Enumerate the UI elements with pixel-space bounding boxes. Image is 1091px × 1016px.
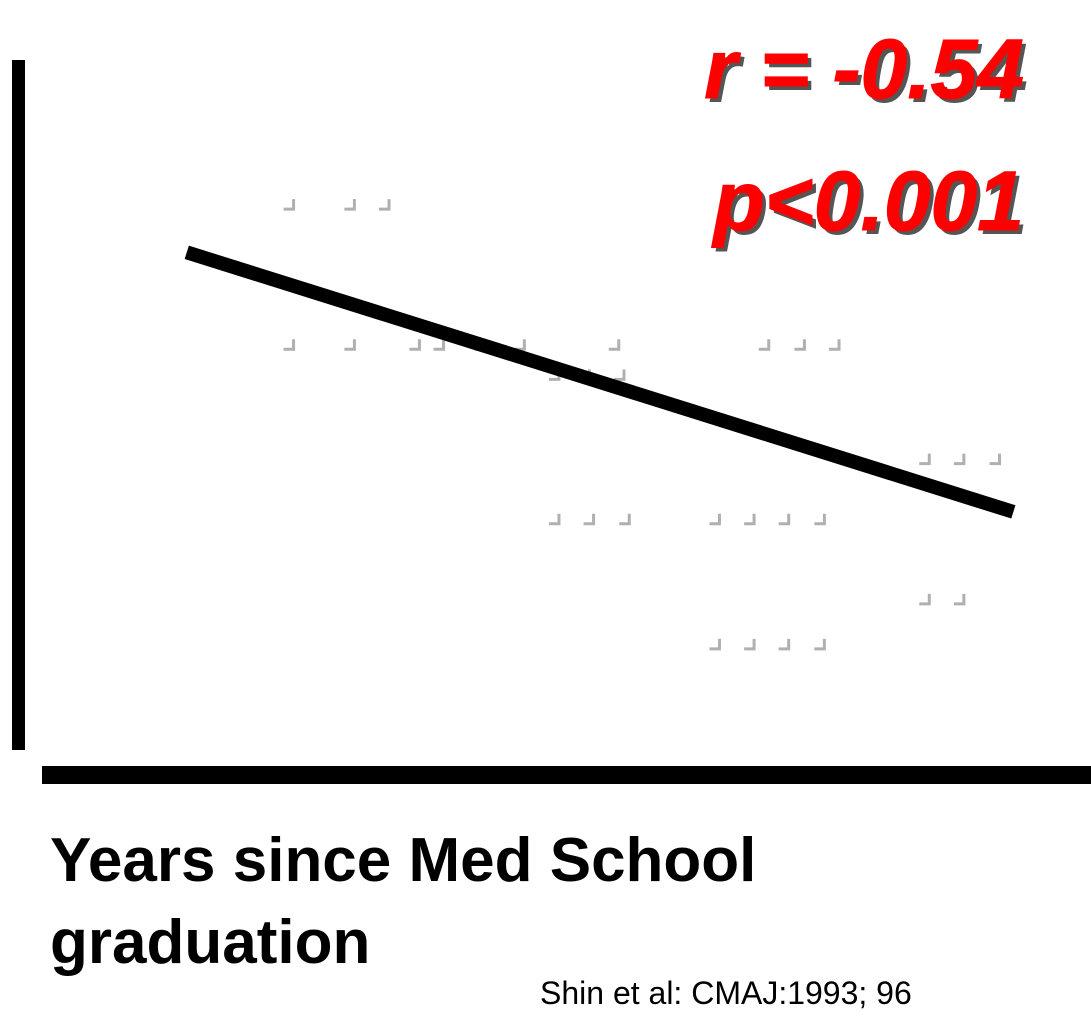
scatter-point	[514, 339, 526, 351]
x-axis-label: Years since Med School graduation	[50, 826, 757, 977]
scatter-point	[613, 369, 626, 381]
annotation: r = -0.54	[704, 22, 1024, 116]
scatter-point	[379, 199, 391, 211]
scatter-point	[953, 453, 966, 466]
scatter-point	[758, 339, 771, 351]
scatter-point	[433, 339, 446, 351]
scatter-point	[709, 513, 721, 526]
trend-line	[184, 245, 1016, 519]
y-axis	[12, 60, 25, 750]
scatter-point	[919, 593, 931, 606]
scatter-point	[344, 339, 356, 351]
scatter-point	[778, 638, 791, 651]
annotation-shadow: r = -0.54	[708, 26, 1028, 120]
scatter-point	[583, 513, 596, 526]
scatter-point	[709, 638, 721, 651]
scatter-point	[814, 638, 826, 651]
scatter-point	[919, 453, 931, 466]
scatter-point	[744, 513, 756, 526]
scatter-point	[814, 513, 826, 526]
scatter-point	[794, 339, 806, 351]
x-axis	[42, 766, 1091, 784]
scatter-point	[283, 199, 296, 211]
scatter-point	[608, 339, 621, 351]
scatter-point	[283, 339, 296, 351]
scatter-point	[548, 513, 561, 526]
scatter-point	[619, 513, 631, 526]
scatter-point	[829, 339, 841, 351]
citation: Shin et al: CMAJ:1993; 96	[540, 975, 912, 1011]
scatter-point	[953, 593, 966, 606]
scatter-point	[778, 513, 791, 526]
annotation-shadow: p<0.001	[715, 158, 1028, 252]
scatter-point	[989, 453, 1002, 466]
scatter-point	[409, 339, 421, 351]
scatter-point	[744, 638, 756, 651]
scatter-point	[344, 199, 356, 211]
annotation: p<0.001	[711, 154, 1024, 248]
